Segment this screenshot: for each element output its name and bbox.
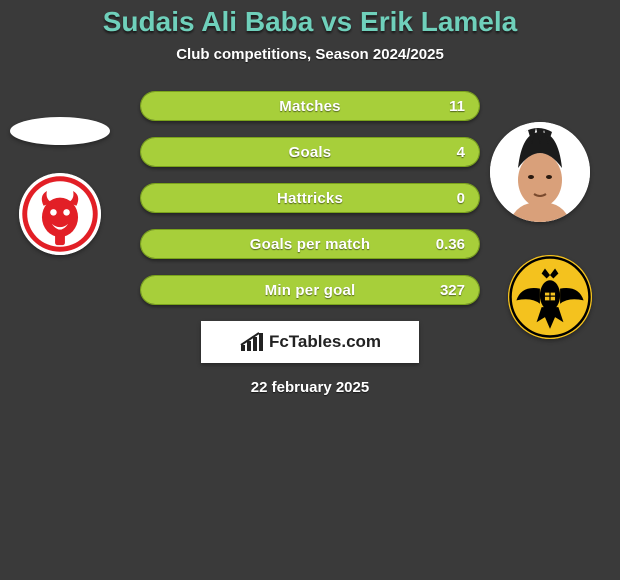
subtitle: Club competitions, Season 2024/2025: [0, 46, 620, 63]
stat-label: Goals: [141, 138, 479, 166]
stat-row: Goals per match0.36: [140, 229, 480, 259]
stat-label: Min per goal: [141, 276, 479, 304]
player-right-avatar: [490, 122, 590, 222]
brand-box[interactable]: FcTables.com: [201, 321, 419, 363]
bar-spark-icon: [239, 331, 265, 353]
person-icon: [490, 122, 590, 222]
club-logo-right: [508, 255, 592, 339]
player-left-avatar: [10, 117, 110, 145]
stat-label: Hattricks: [141, 184, 479, 212]
page-title: Sudais Ali Baba vs Erik Lamela: [0, 0, 620, 38]
stat-label: Goals per match: [141, 230, 479, 258]
stat-value-right: 4: [457, 138, 465, 166]
stat-value-right: 0.36: [436, 230, 465, 258]
stat-value-right: 327: [440, 276, 465, 304]
stat-row: Hattricks0: [140, 183, 480, 213]
stat-rows: Matches11 Goals4 Hattricks0 Goals per match…: [140, 91, 480, 305]
stat-value-right: 11: [449, 92, 465, 120]
double-eagle-icon: [508, 255, 592, 339]
stat-value-right: 0: [457, 184, 465, 212]
stat-label: Matches: [141, 92, 479, 120]
stat-row: Goals4: [140, 137, 480, 167]
lion-icon: [19, 173, 101, 255]
date-text: 22 february 2025: [0, 379, 620, 396]
brand-text: FcTables.com: [269, 332, 381, 352]
stat-row: Min per goal327: [140, 275, 480, 305]
content-area: Matches11 Goals4 Hattricks0 Goals per match…: [0, 91, 620, 396]
stat-row: Matches11: [140, 91, 480, 121]
club-logo-left: [19, 173, 101, 255]
